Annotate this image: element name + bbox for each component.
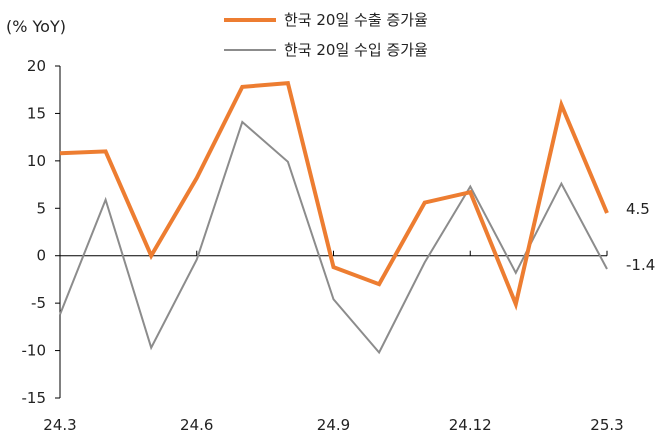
legend-label-exports: 한국 20일 수출 증가율 [284, 11, 428, 29]
legend-label-imports: 한국 20일 수입 증가율 [284, 41, 428, 59]
x-tick-label: 24.9 [317, 416, 350, 434]
end-labels: 4.5 -1.4 [626, 200, 655, 274]
x-tick-label: 24.6 [180, 416, 213, 434]
end-label-exports: 4.5 [626, 200, 650, 218]
y-tick-label: -5 [31, 294, 46, 312]
y-tick-label: -15 [22, 389, 47, 407]
end-label-imports: -1.4 [626, 256, 655, 274]
y-tick-label: 10 [27, 152, 46, 170]
y-tick-label: -10 [22, 342, 47, 360]
y-tick-label: 15 [27, 104, 46, 122]
x-tick-label: 24.3 [43, 416, 76, 434]
y-tick-label: 0 [36, 247, 46, 265]
x-tick-label: 24.12 [449, 416, 492, 434]
y-tick-label: 5 [36, 199, 46, 217]
x-tick-label: 25.3 [590, 416, 623, 434]
y-axis-unit-label: (% YoY) [6, 17, 66, 36]
series-layer [59, 80, 609, 355]
axes: 20 15 10 5 0 -5 -10 -15 24.3 24.6 24.9 24.12 25.3 [22, 57, 624, 434]
series-line-exports [59, 80, 609, 311]
y-tick-label: 20 [27, 57, 46, 75]
